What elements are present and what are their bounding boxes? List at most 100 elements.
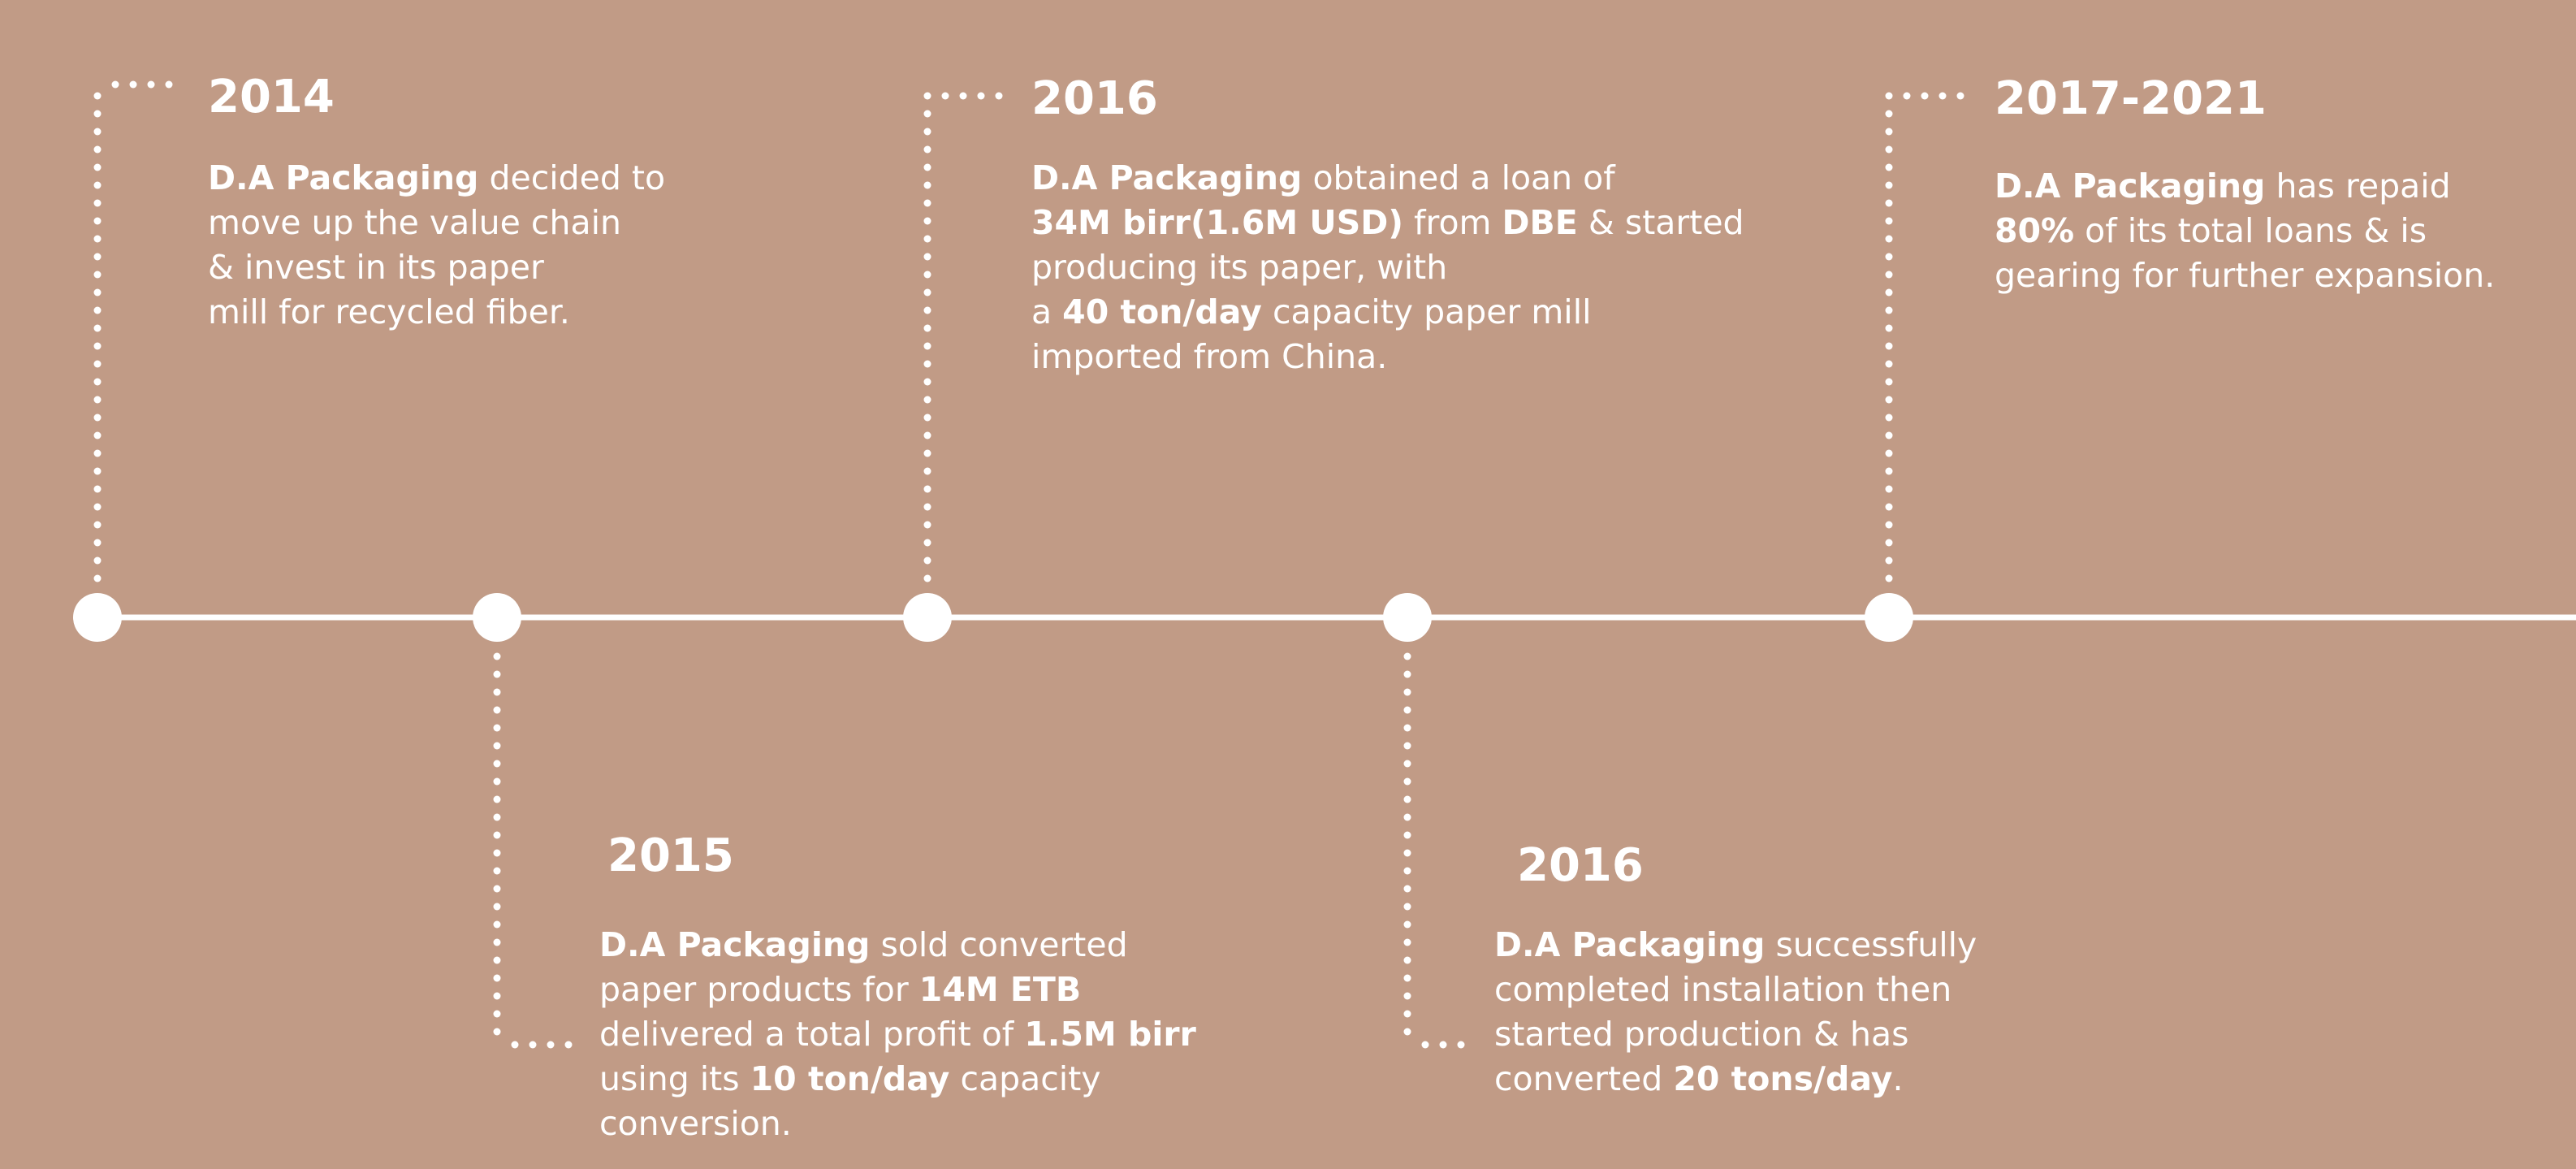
milestone-connector-2015 bbox=[493, 652, 573, 1049]
description-line: using its 10 ton/day capacity bbox=[599, 1057, 1196, 1102]
description-line: move up the value chain bbox=[208, 201, 665, 245]
connector-dot bbox=[1938, 92, 1947, 100]
highlight-text: D.A Packaging bbox=[1995, 167, 2266, 206]
connector-dot bbox=[1885, 324, 1893, 332]
connector-dot bbox=[923, 235, 931, 243]
connector-dot bbox=[1439, 1041, 1447, 1049]
description-line: a 40 ton/day capacity paper mill bbox=[1031, 290, 1744, 335]
connector-dot bbox=[923, 342, 931, 350]
connector-dot bbox=[941, 92, 949, 100]
connector-dot bbox=[923, 556, 931, 565]
connector-dot bbox=[1903, 92, 1911, 100]
milestone-year-2014: 2014 bbox=[208, 71, 335, 123]
body-text: capacity paper mill bbox=[1261, 292, 1592, 331]
connector-dot bbox=[493, 974, 501, 982]
milestone-year-2016-production: 2016 bbox=[1517, 839, 1644, 892]
connector-dot bbox=[1885, 199, 1893, 207]
milestone-node-2015 bbox=[473, 593, 521, 642]
connector-dot bbox=[923, 378, 931, 386]
description-line: 34M birr(1.6M USD) from DBE & started bbox=[1031, 201, 1744, 245]
highlight-text: 34M birr(1.6M USD) bbox=[1031, 203, 1404, 242]
connector-dot bbox=[93, 413, 102, 422]
description-line: mill for recycled fiber. bbox=[208, 290, 665, 335]
connector-dot bbox=[923, 485, 931, 493]
connector-dot bbox=[493, 795, 501, 803]
body-text: has repaid bbox=[2265, 167, 2451, 206]
description-line: D.A Packaging has repaid bbox=[1995, 164, 2495, 209]
connector-dot bbox=[923, 574, 931, 582]
connector-dot bbox=[493, 938, 501, 946]
connector-dot bbox=[529, 1041, 537, 1049]
milestone-node-2017-2021 bbox=[1865, 593, 1913, 642]
connector-dot bbox=[923, 217, 931, 225]
connector-dot bbox=[93, 163, 102, 171]
connector-dot bbox=[1885, 556, 1893, 565]
connector-dot bbox=[1403, 1028, 1411, 1036]
connector-dot bbox=[93, 485, 102, 493]
milestone-connector-2014 bbox=[93, 80, 173, 582]
description-line: producing its paper, with bbox=[1031, 245, 1744, 290]
connector-dot bbox=[493, 813, 501, 821]
connector-dot bbox=[493, 885, 501, 893]
connector-dot bbox=[564, 1041, 573, 1049]
connector-dot bbox=[493, 867, 501, 875]
connector-dot bbox=[93, 288, 102, 297]
connector-dot bbox=[1403, 849, 1411, 857]
connector-dot bbox=[923, 521, 931, 529]
connector-dot bbox=[1885, 163, 1893, 171]
connector-dot bbox=[93, 503, 102, 511]
connector-dot bbox=[1885, 145, 1893, 154]
connector-dot bbox=[493, 956, 501, 964]
connector-dot bbox=[923, 449, 931, 457]
description-line: D.A Packaging successfully bbox=[1494, 923, 1977, 968]
connector-dot bbox=[1885, 431, 1893, 439]
connector-dot bbox=[1403, 777, 1411, 786]
connector-dot bbox=[923, 306, 931, 314]
body-text: move up the value chain bbox=[208, 203, 621, 242]
connector-dot bbox=[923, 92, 931, 100]
milestone-connector-2016-loan bbox=[923, 92, 1003, 582]
connector-dot bbox=[923, 324, 931, 332]
connector-dot bbox=[93, 574, 102, 582]
connector-dot bbox=[93, 378, 102, 386]
connector-dot bbox=[93, 235, 102, 243]
connector-dot bbox=[1403, 760, 1411, 768]
connector-dot bbox=[493, 670, 501, 678]
connector-dot bbox=[1403, 974, 1411, 982]
body-text: paper products for bbox=[599, 970, 919, 1009]
highlight-text: 80% bbox=[1995, 211, 2075, 250]
connector-dot bbox=[93, 92, 102, 100]
connector-dot bbox=[93, 342, 102, 350]
connector-dot bbox=[1403, 795, 1411, 803]
connector-dot bbox=[493, 760, 501, 768]
milestone-year-2017-2021: 2017-2021 bbox=[1995, 72, 2267, 125]
connector-dot bbox=[1403, 724, 1411, 732]
connector-dot bbox=[923, 199, 931, 207]
connector-dot bbox=[923, 110, 931, 118]
milestone-description-2015: D.A Packaging sold converted paper produc… bbox=[599, 923, 1196, 1146]
connector-dot bbox=[111, 80, 119, 89]
connector-dot bbox=[1403, 992, 1411, 1000]
body-text: delivered a total profit of bbox=[599, 1015, 1025, 1054]
connector-dot bbox=[923, 181, 931, 189]
body-text: decided to bbox=[478, 158, 666, 197]
milestone-description-2016-loan: D.A Packaging obtained a loan of 34M birr… bbox=[1031, 156, 1744, 379]
connector-dot bbox=[93, 467, 102, 475]
connector-dot bbox=[93, 110, 102, 118]
connector-dot bbox=[1403, 956, 1411, 964]
highlight-text: D.A Packaging bbox=[1494, 925, 1766, 964]
connector-dot bbox=[1403, 867, 1411, 875]
connector-dot bbox=[977, 92, 985, 100]
connector-dot bbox=[1403, 652, 1411, 660]
highlight-text: D.A Packaging bbox=[599, 925, 871, 964]
body-text: successfully bbox=[1765, 925, 1977, 964]
body-text: a bbox=[1031, 292, 1063, 331]
connector-dot bbox=[93, 181, 102, 189]
connector-dot bbox=[995, 92, 1003, 100]
milestone-description-2016-production: D.A Packaging successfully completed inst… bbox=[1494, 923, 1977, 1102]
body-text: & started bbox=[1577, 203, 1744, 242]
connector-dot bbox=[93, 431, 102, 439]
connector-dot bbox=[547, 1041, 555, 1049]
connector-dot bbox=[493, 724, 501, 732]
